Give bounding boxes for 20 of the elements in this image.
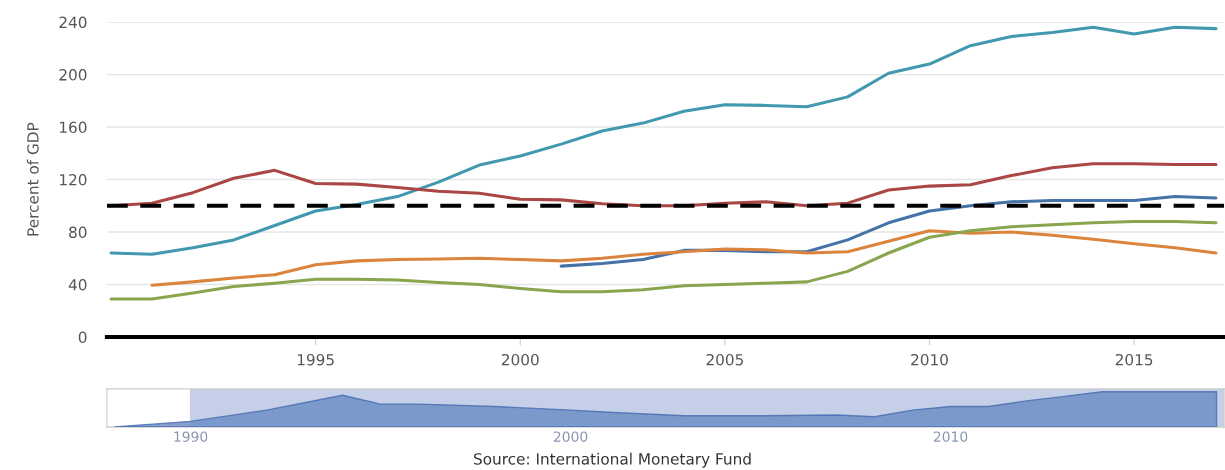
y-tick-label: 40 (68, 278, 87, 291)
y-tick-label: 160 (60, 121, 87, 134)
y-tick-label: 240 (59, 16, 87, 29)
x-tick-label: 2005 (706, 353, 743, 366)
source-note: Source: International Monetary Fund (474, 452, 751, 468)
x-tick-label: 2010 (911, 353, 948, 366)
x-tick-label: 2000 (553, 431, 588, 442)
line-series (109, 25, 1218, 256)
x-tick-label: 2000 (501, 353, 539, 366)
y-tick-label: 0 (78, 331, 87, 344)
y-tick-label: 200 (59, 69, 87, 81)
y-tick-label: 80 (69, 226, 87, 239)
x-tick-label: 1990 (174, 431, 208, 442)
x-tick-label: 2015 (1115, 353, 1153, 366)
x-tick-label: 1995 (297, 353, 334, 366)
line-series (109, 220, 1218, 301)
y-axis-title: Percent of GDP (26, 122, 39, 236)
y-tick-label: 120 (60, 174, 87, 186)
x-tick-label: 2010 (933, 431, 968, 442)
line-series (150, 229, 1218, 287)
